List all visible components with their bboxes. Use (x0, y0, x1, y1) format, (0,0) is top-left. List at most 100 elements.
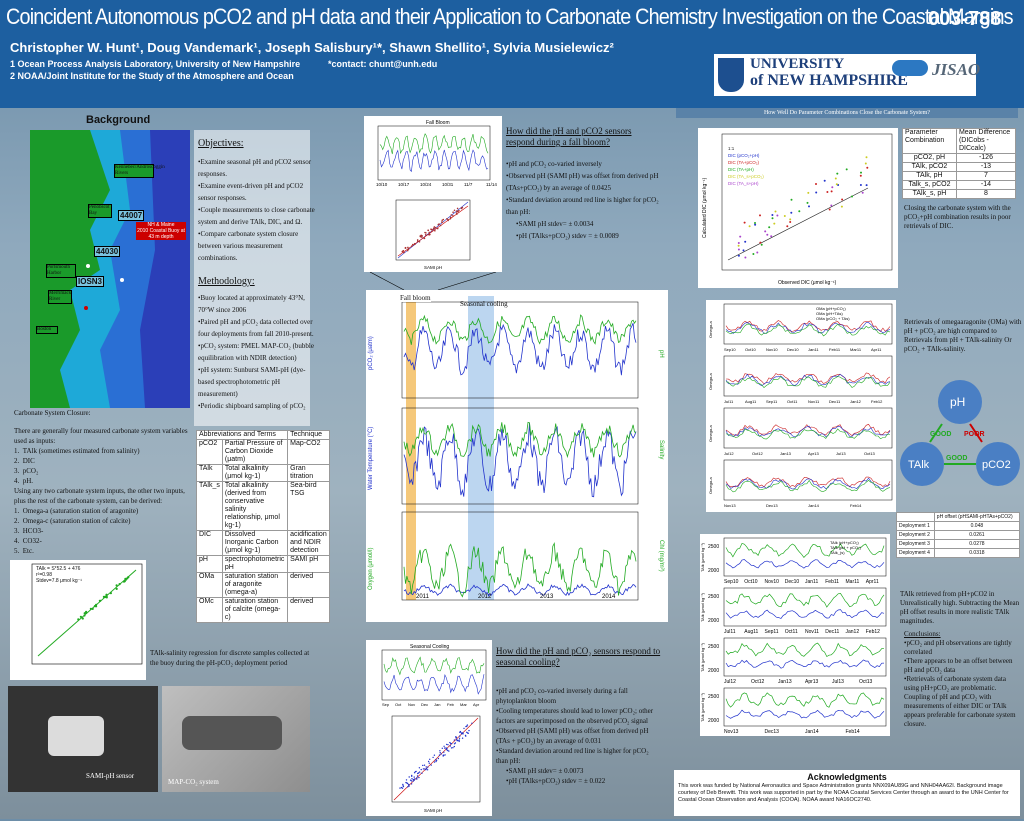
talk-caption: TAlk retrieved from pH+pCO2 in Unrealist… (900, 590, 1020, 625)
legend-entry: OMa (pH+pCO₂) (816, 306, 846, 311)
scatter-point (447, 219, 449, 222)
scatter-point (425, 768, 428, 770)
x-tick-label: Nov10 (766, 347, 778, 352)
regression-point (83, 614, 86, 617)
regression-point (109, 592, 112, 595)
svg-text:POOR: POOR (964, 431, 985, 438)
x-tick-label: Nov10 (765, 579, 780, 585)
scatter-point (456, 738, 458, 741)
x-tick-label: Jan14 (805, 729, 819, 735)
dic-point (860, 171, 862, 174)
method-item: •pH system: Sunburst SAMI-pH (dye-based … (198, 366, 306, 398)
scatter-point (416, 240, 419, 242)
scatter-point (462, 733, 464, 735)
sc-item: •pH and pCO₂ co-varied inversely during … (496, 687, 628, 705)
dic-point (845, 168, 848, 171)
dic-point (756, 251, 759, 254)
abbr-cell: OMa (196, 572, 223, 598)
dic-point (768, 226, 771, 229)
regression-point (89, 607, 92, 610)
abbr-cell: Gran titration (287, 464, 330, 482)
x-tick-label: Feb14 (846, 729, 860, 735)
mean-header: Mean Difference (DICobs - DICcalc) (955, 128, 1017, 154)
offset-row: Deployment 1 0.048 (896, 521, 1021, 531)
fall-bloom-figure: Fall Bloom 10/10 10/17 10/24 10/31 11/7 11/14… (364, 116, 502, 272)
x-tick-label: Oct12 (751, 679, 765, 685)
scatter-point (458, 740, 460, 743)
abbr-cell: DIC (196, 530, 223, 556)
dic-point (739, 235, 742, 238)
poster-title: Coincident Autonomous pCO2 and pH data a… (6, 4, 1014, 29)
talk-series-line (725, 642, 885, 657)
legend-entry: TAlk_(s) (830, 550, 845, 555)
scatter-point (408, 785, 410, 787)
scatter-point (424, 234, 427, 236)
abbr-cell: Total alkalinity (derived from conservat… (221, 481, 289, 531)
contact-email-link[interactable]: chunt@unh.edu (369, 59, 438, 69)
method-item: •Buoy located at approximately 43°N, 70°… (198, 294, 305, 314)
dic-point (830, 190, 833, 193)
sami-ph-photo: SAMI-pH sensor (8, 686, 158, 792)
dic-point (790, 198, 793, 201)
dic-point (773, 222, 776, 225)
scatter-point (413, 242, 416, 245)
dic-point (789, 221, 792, 223)
abbr-cell: OMc (196, 597, 223, 623)
scatter-point (446, 743, 448, 746)
jisao-logo: JISAO (932, 60, 981, 79)
x-tick-label: Dec11 (825, 629, 839, 635)
poster-id: 003-788 (928, 8, 1002, 30)
affiliation-2: 2 NOAA/Joint Institute for the Study of … (10, 71, 294, 81)
scatter-point (458, 739, 460, 741)
x-tick-label: Jan12 (846, 629, 860, 635)
scatter-point (450, 214, 453, 216)
offset-cell: 0.048 (933, 521, 1021, 531)
x-tick-label: Dec10 (787, 347, 799, 352)
dic-point (815, 183, 817, 185)
scatter-point (456, 210, 458, 213)
scatter-point (453, 745, 455, 748)
svg-text:Seasonal Cooling: Seasonal Cooling (410, 644, 449, 650)
x-tick-label: Jan11 (808, 347, 819, 352)
scatter-point (444, 747, 446, 749)
svg-text:pH: pH (658, 350, 664, 358)
scatter-point (406, 782, 409, 785)
scatter-point (410, 783, 413, 785)
x-tick-label: Apr (473, 702, 480, 707)
authors: Christopher W. Hunt¹, Doug Vandemark¹, J… (10, 40, 614, 55)
omega-caption: Retrievals of omegaaragonite (OMa) with … (904, 318, 1022, 353)
method-item: •pCO₂ system: PMEL MAP-CO₂ (bubble equil… (198, 342, 314, 362)
abbr-header: Technique (287, 430, 330, 440)
offset-header: pH offset (pHSAMI-pHTAs+pCO2) (933, 512, 1021, 522)
y-tick-label: 2500 (708, 644, 719, 650)
objective-item: •Examine seasonal pH and pCO2 sensor res… (198, 158, 312, 178)
talk-panel-frame (723, 587, 887, 627)
scatter-point (458, 737, 461, 739)
svg-text:SAMI pH: SAMI pH (424, 265, 442, 270)
scatter-point (399, 787, 401, 789)
dic-point (783, 215, 786, 217)
scatter-point (412, 243, 414, 246)
mean-cell: TAlk, pCO2 (902, 162, 957, 172)
y-tick-label: 2000 (708, 568, 719, 574)
offset-row: Deployment 2 0.0261 (896, 530, 1021, 540)
scatter-point (454, 742, 457, 744)
timeseries-figure: 2011 2012 2013 2014 pCO₂ (μatm) Water Tempe… (366, 290, 668, 622)
omega-series-line (725, 479, 891, 493)
scatter-point (412, 778, 415, 781)
x-tick-label: Sep10 (724, 579, 739, 585)
scatter-point (466, 731, 468, 733)
mean-cell: -14 (955, 180, 1017, 190)
dic-point (865, 156, 868, 159)
background-title: Background (86, 114, 151, 126)
scatter-point (457, 739, 459, 742)
scatter-point (459, 731, 461, 733)
x-tick-label: Jan13 (780, 451, 792, 456)
x-tick-label: Sep11 (766, 399, 778, 404)
dic-point (830, 204, 833, 207)
abbr-cell: saturation station of aragonite (omega-a… (221, 572, 289, 598)
legend-entry: OMa (pCO₂ + TAs) (816, 316, 850, 321)
x-tick-label: Jan (434, 702, 440, 707)
affiliation-1: 1 Ocean Process Analysis Laboratory, Uni… (10, 59, 301, 69)
x-tick-label: Jan11 (805, 579, 818, 585)
